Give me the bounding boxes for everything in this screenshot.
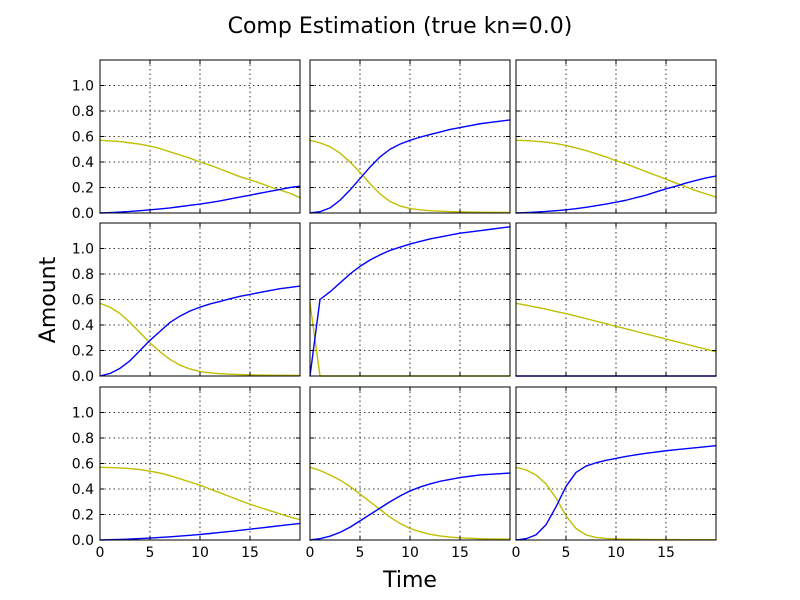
y-tick-label: 0.4 xyxy=(72,155,94,171)
series-yellow-line xyxy=(99,302,301,377)
y-tick-label: 1.0 xyxy=(72,242,94,258)
series-yellow-line xyxy=(99,466,301,521)
subplot-3-3: 0 5 10 15 xyxy=(512,386,717,561)
y-tick-label: 1.0 xyxy=(72,406,94,422)
subplot-2-2 xyxy=(309,222,511,377)
y-tick-label: 0.2 xyxy=(72,181,94,197)
x-tick-label: 10 xyxy=(607,545,625,561)
x-axis-label: Time xyxy=(382,568,437,593)
series-yellow-line xyxy=(309,139,511,214)
x-tick-label: 10 xyxy=(401,545,419,561)
chart-title: Comp Estimation (true kn=0.0) xyxy=(228,14,573,39)
y-tick-label: 0.8 xyxy=(72,267,94,283)
subplot-1-3 xyxy=(515,59,717,214)
y-tick-label: 0.4 xyxy=(72,482,94,498)
series-blue-line xyxy=(515,175,717,214)
y-axis-label: Amount xyxy=(36,256,61,343)
y-tick-label: 0.0 xyxy=(72,533,94,549)
subplot-1-1: 0.0 0.2 0.4 0.6 0.8 1.0 xyxy=(72,59,301,222)
y-tick-label: 1.0 xyxy=(72,79,94,95)
y-tick-label: 0.2 xyxy=(72,508,94,524)
x-tick-label: 15 xyxy=(241,545,259,561)
x-tick-label: 5 xyxy=(562,545,571,561)
y-tick-label: 0.0 xyxy=(72,206,94,222)
subplot-2-3 xyxy=(515,222,717,377)
series-blue-line xyxy=(515,444,717,541)
subplot-1-2 xyxy=(309,59,511,214)
y-tick-label: 0.4 xyxy=(72,318,94,334)
subplot-3-2: 0 5 10 15 xyxy=(306,386,511,561)
series-blue-line xyxy=(309,472,511,541)
subplot-2-1: 0.0 0.2 0.4 0.6 0.8 1.0 xyxy=(72,222,301,385)
series-yellow-line xyxy=(515,302,717,353)
y-tick-label: 0.6 xyxy=(72,457,94,473)
series-blue-line xyxy=(99,522,301,541)
x-tick-label: 0 xyxy=(306,545,315,561)
y-tick-label: 0.2 xyxy=(72,344,94,360)
x-tick-label: 15 xyxy=(657,545,675,561)
x-tick-label: 5 xyxy=(356,545,365,561)
y-tick-label: 0.8 xyxy=(72,104,94,120)
x-tick-label: 0 xyxy=(96,545,105,561)
y-tick-label: 0.8 xyxy=(72,431,94,447)
series-blue-line xyxy=(99,185,301,214)
series-yellow-line xyxy=(309,466,511,540)
series-blue-line xyxy=(99,285,301,377)
x-tick-label: 0 xyxy=(512,545,521,561)
x-tick-label: 15 xyxy=(451,545,469,561)
subplot-3-1: 0.0 0.2 0.4 0.6 0.8 1.0 0 5 10 15 xyxy=(72,386,301,561)
y-tick-label: 0.6 xyxy=(72,293,94,309)
x-tick-label: 5 xyxy=(146,545,155,561)
y-tick-label: 0.0 xyxy=(72,369,94,385)
series-blue-line xyxy=(309,226,511,377)
x-tick-label: 10 xyxy=(191,545,209,561)
y-tick-label: 0.6 xyxy=(72,130,94,146)
series-blue-line xyxy=(309,119,511,214)
subplot-grid: 0.00.20.40.60.81.00.00.20.40.60.81.00.00… xyxy=(72,59,717,561)
series-yellow-line xyxy=(515,139,717,198)
series-yellow-line xyxy=(99,139,301,199)
